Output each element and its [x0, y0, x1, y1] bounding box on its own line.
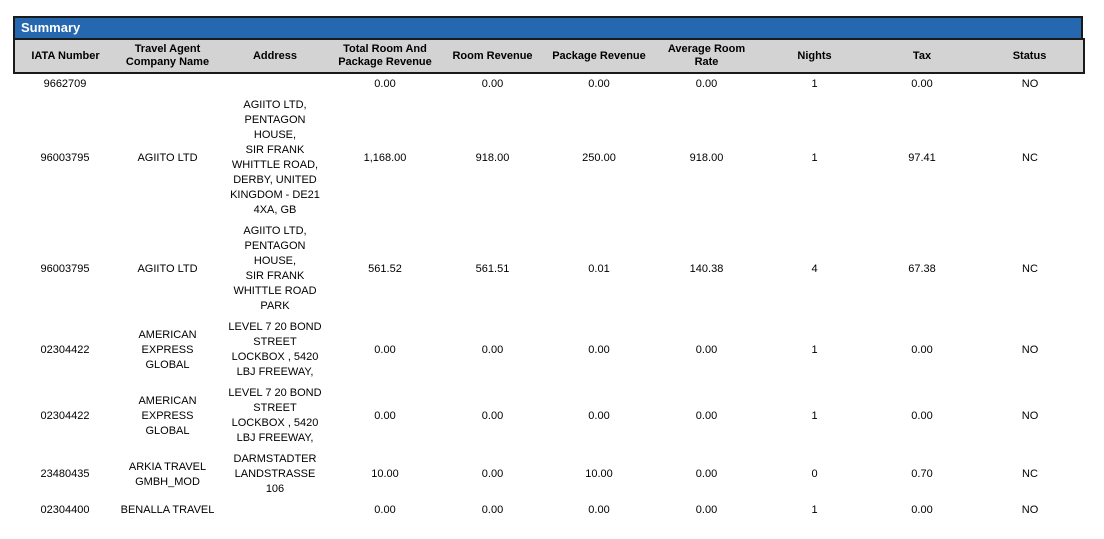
cell-nights: 1	[761, 73, 868, 95]
cell-iata: 23480435	[14, 449, 116, 500]
cell-room_revenue: 0.00	[439, 317, 546, 383]
cell-tax: 97.41	[868, 95, 976, 221]
cell-nights: 4	[761, 221, 868, 317]
cell-status: NO	[976, 383, 1084, 449]
cell-address: AGIITO LTD, PENTAGON HOUSE, SIR FRANK WH…	[219, 95, 331, 221]
cell-total: 0.00	[331, 317, 439, 383]
cell-company: AMERICAN EXPRESS GLOBAL	[116, 317, 219, 383]
cell-room_revenue: 918.00	[439, 95, 546, 221]
cell-status: NC	[976, 221, 1084, 317]
cell-iata: 02304400	[14, 500, 116, 521]
summary-table-body: 9662709 0.00 0.00 0.00 0.00 1 0.00 NO 96003795 AG…	[14, 73, 1084, 521]
table-row: 96003795 AGIITO LTD AGIITO LTD, PENTAGON H…	[14, 221, 1084, 317]
cell-tax: 0.00	[868, 383, 976, 449]
cell-package_revenue: 0.00	[546, 500, 652, 521]
cell-nights: 1	[761, 500, 868, 521]
summary-report: Summary IATA Number Travel Agent Company…	[13, 16, 1085, 521]
cell-status: NC	[976, 449, 1084, 500]
cell-total: 0.00	[331, 73, 439, 95]
cell-status: NO	[976, 73, 1084, 95]
cell-iata: 9662709	[14, 73, 116, 95]
cell-avg_room_rate: 0.00	[652, 317, 761, 383]
cell-total: 1,168.00	[331, 95, 439, 221]
column-header-nights: Nights	[761, 38, 868, 74]
column-header-tax: Tax	[868, 38, 976, 74]
cell-package_revenue: 0.00	[546, 383, 652, 449]
cell-room_revenue: 0.00	[439, 73, 546, 95]
cell-avg_room_rate: 0.00	[652, 73, 761, 95]
table-row: 02304422 AMERICAN EXPRESS GLOBAL LEVEL 7 2…	[14, 383, 1084, 449]
table-row: 96003795 AGIITO LTD AGIITO LTD, PENTAGON H…	[14, 95, 1084, 221]
cell-tax: 0.70	[868, 449, 976, 500]
cell-room_revenue: 0.00	[439, 449, 546, 500]
cell-avg_room_rate: 140.38	[652, 221, 761, 317]
cell-address: AGIITO LTD, PENTAGON HOUSE, SIR FRANK WH…	[219, 221, 331, 317]
cell-nights: 1	[761, 317, 868, 383]
cell-avg_room_rate: 0.00	[652, 449, 761, 500]
cell-address: LEVEL 7 20 BOND STREET LOCKBOX , 5420 LB…	[219, 383, 331, 449]
cell-room_revenue: 0.00	[439, 383, 546, 449]
cell-package_revenue: 0.00	[546, 73, 652, 95]
cell-room_revenue: 0.00	[439, 500, 546, 521]
cell-tax: 67.38	[868, 221, 976, 317]
cell-address: DARMSTADTER LANDSTRASSE 106	[219, 449, 331, 500]
column-header-status: Status	[976, 38, 1085, 74]
column-header-address: Address	[219, 38, 331, 74]
report-title: Summary	[21, 20, 81, 35]
cell-avg_room_rate: 0.00	[652, 383, 761, 449]
cell-package_revenue: 0.01	[546, 221, 652, 317]
cell-room_revenue: 561.51	[439, 221, 546, 317]
cell-tax: 0.00	[868, 317, 976, 383]
cell-total: 10.00	[331, 449, 439, 500]
cell-company: AGIITO LTD	[116, 221, 219, 317]
column-header-travel-agent-company: Travel Agent Company Name	[116, 38, 219, 74]
table-row: 9662709 0.00 0.00 0.00 0.00 1 0.00 NO	[14, 73, 1084, 95]
cell-tax: 0.00	[868, 73, 976, 95]
cell-nights: 1	[761, 95, 868, 221]
cell-total: 561.52	[331, 221, 439, 317]
cell-nights: 1	[761, 383, 868, 449]
column-header-total-revenue: Total Room And Package Revenue	[331, 38, 439, 74]
cell-total: 0.00	[331, 500, 439, 521]
cell-address	[219, 500, 331, 521]
cell-company: ARKIA TRAVEL GMBH_MOD	[116, 449, 219, 500]
cell-package_revenue: 10.00	[546, 449, 652, 500]
summary-table: IATA Number Travel Agent Company Name Ad…	[13, 38, 1085, 521]
cell-company: AGIITO LTD	[116, 95, 219, 221]
cell-nights: 0	[761, 449, 868, 500]
cell-company: BENALLA TRAVEL	[116, 500, 219, 521]
cell-address	[219, 73, 331, 95]
cell-company	[116, 73, 219, 95]
cell-address: LEVEL 7 20 BOND STREET LOCKBOX , 5420 LB…	[219, 317, 331, 383]
cell-package_revenue: 250.00	[546, 95, 652, 221]
cell-tax: 0.00	[868, 500, 976, 521]
column-header-package-revenue: Package Revenue	[546, 38, 652, 74]
table-row: 23480435 ARKIA TRAVEL GMBH_MOD DARMSTADTER…	[14, 449, 1084, 500]
cell-avg_room_rate: 918.00	[652, 95, 761, 221]
summary-title-bar: Summary	[13, 16, 1083, 38]
cell-iata: 02304422	[14, 317, 116, 383]
table-row: 02304422 AMERICAN EXPRESS GLOBAL LEVEL 7 2…	[14, 317, 1084, 383]
cell-status: NC	[976, 95, 1084, 221]
column-header-iata-number: IATA Number	[13, 38, 116, 74]
cell-avg_room_rate: 0.00	[652, 500, 761, 521]
cell-total: 0.00	[331, 383, 439, 449]
cell-status: NO	[976, 500, 1084, 521]
table-header: IATA Number Travel Agent Company Name Ad…	[13, 38, 1085, 74]
cell-package_revenue: 0.00	[546, 317, 652, 383]
column-header-room-revenue: Room Revenue	[439, 38, 546, 74]
cell-iata: 96003795	[14, 221, 116, 317]
cell-status: NO	[976, 317, 1084, 383]
cell-company: AMERICAN EXPRESS GLOBAL	[116, 383, 219, 449]
cell-iata: 96003795	[14, 95, 116, 221]
column-header-average-room-rate: Average Room Rate	[652, 38, 761, 74]
table-row: 02304400 BENALLA TRAVEL 0.00 0.00 0.00 0.00 1 0…	[14, 500, 1084, 521]
cell-iata: 02304422	[14, 383, 116, 449]
table-header-row: IATA Number Travel Agent Company Name Ad…	[13, 38, 1085, 74]
